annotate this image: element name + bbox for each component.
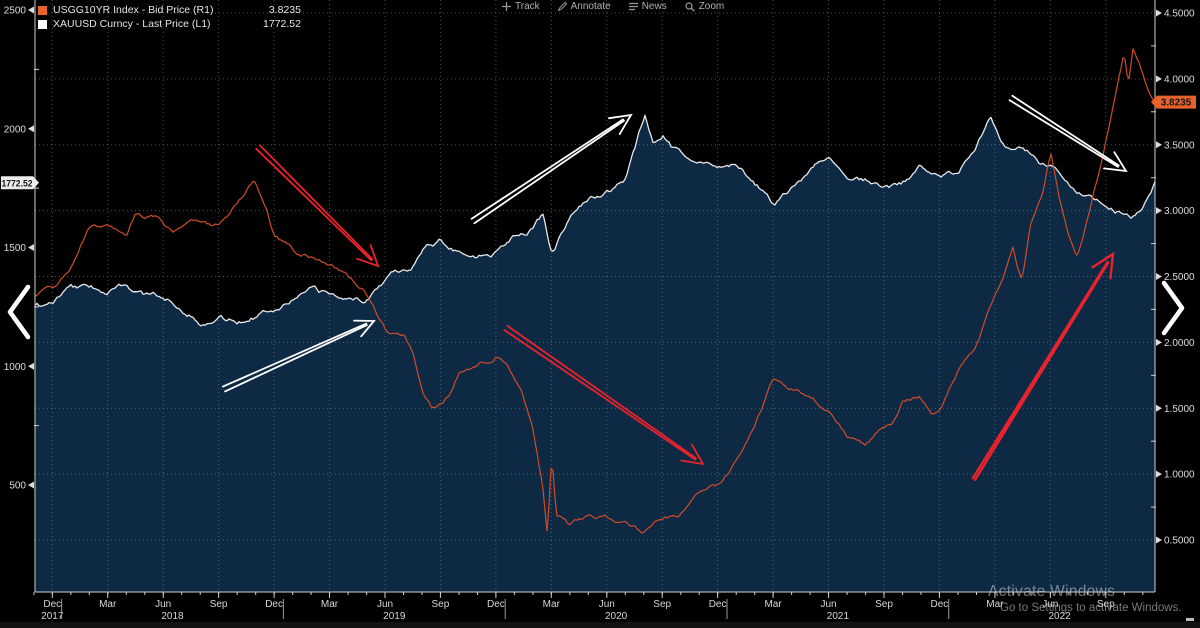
last-price-badges: 3.8235 1772.52 (1, 95, 1196, 190)
zoom-button[interactable]: Zoom (685, 1, 725, 12)
svg-text:Jun: Jun (377, 599, 393, 610)
news-label: News (641, 1, 667, 12)
svg-text:500: 500 (9, 481, 26, 492)
svg-text:Jun: Jun (599, 599, 615, 610)
gold-last-price-badge (1, 176, 39, 190)
svg-text:3.0000: 3.0000 (1164, 206, 1195, 217)
svg-text:Mar: Mar (99, 599, 117, 610)
svg-text:Dec: Dec (709, 599, 727, 610)
svg-text:1772.52: 1772.52 (2, 178, 33, 189)
svg-text:Jun: Jun (155, 599, 171, 610)
svg-text:2500: 2500 (4, 6, 27, 17)
gridlines (35, 0, 1155, 592)
svg-text:3.5000: 3.5000 (1164, 140, 1195, 151)
svg-text:1000: 1000 (4, 362, 27, 373)
series-swatch-usgg10yr (38, 5, 47, 15)
red-down-arrow-2019 (255, 144, 380, 268)
legend-label-xauusd: XAUUSD Curncy - Last Price (L1) (53, 18, 211, 30)
red-down-arrow-2020 (503, 325, 705, 466)
annotate-label: Annotate (570, 1, 611, 12)
yield-last-price-badge (1151, 95, 1196, 109)
scroll-left-button[interactable] (4, 283, 34, 346)
svg-text:2022: 2022 (1048, 611, 1071, 622)
scroll-right-button[interactable] (1158, 279, 1188, 342)
svg-text:Dec: Dec (487, 599, 505, 610)
svg-text:Jun: Jun (820, 599, 836, 610)
news-button[interactable]: News (628, 1, 667, 12)
svg-text:2021: 2021 (827, 611, 850, 622)
white-up-arrow-2019 (222, 319, 376, 393)
svg-text:Sep: Sep (210, 599, 228, 610)
screen-artifact (1186, 618, 1194, 621)
annotate-button[interactable]: Annotate (557, 1, 611, 12)
svg-text:Sep: Sep (653, 599, 671, 610)
svg-text:Mar: Mar (321, 599, 339, 610)
svg-text:2020: 2020 (605, 611, 628, 622)
svg-text:2019: 2019 (383, 611, 406, 622)
white-up-arrow-2020 (470, 113, 633, 225)
zoom-label: Zoom (698, 1, 725, 12)
annotate-icon (557, 2, 567, 11)
x-axis: Dec Mar Jun Sep Dec Mar Jun Sep Dec Mar Jun Sep Dec M… (33, 592, 1144, 622)
svg-text:1.0000: 1.0000 (1164, 470, 1195, 481)
annotation-arrows (222, 94, 1128, 481)
svg-text:Sep: Sep (432, 599, 450, 610)
zoom-icon (685, 1, 695, 12)
svg-text:Sep: Sep (875, 599, 893, 610)
bottom-taskbar-strip (0, 622, 1200, 628)
svg-text:4.5000: 4.5000 (1164, 9, 1195, 20)
chevron-left-icon (7, 284, 31, 340)
svg-text:Dec: Dec (931, 599, 949, 610)
gold-area-fill (35, 115, 1155, 593)
legend-label-usgg10yr: USGG10YR Index - Bid Price (R1) (53, 4, 214, 16)
svg-text:1500: 1500 (4, 243, 27, 254)
svg-text:0.5000: 0.5000 (1164, 536, 1195, 547)
svg-text:Mar: Mar (764, 599, 782, 610)
svg-text:2017: 2017 (41, 611, 64, 622)
track-icon (502, 2, 511, 11)
svg-text:Sep: Sep (1097, 599, 1115, 610)
right-axis: 4.5000 4.0000 3.5000 3.0000 2.5000 2.0000 1.50… (1151, 9, 1195, 547)
track-button[interactable]: Track (502, 1, 540, 12)
series-swatch-xauusd (38, 19, 47, 29)
svg-text:2.5000: 2.5000 (1164, 272, 1195, 283)
legend-item-xauusd[interactable]: XAUUSD Curncy - Last Price (L1) 1772.52 (38, 17, 301, 31)
svg-text:3.8235: 3.8235 (1161, 98, 1192, 109)
svg-text:Dec: Dec (265, 599, 283, 610)
svg-text:2018: 2018 (161, 611, 184, 622)
svg-text:Mar: Mar (543, 599, 561, 610)
yield-line (34, 48, 1156, 534)
chart-legend: USGG10YR Index - Bid Price (R1) 3.8235 X… (38, 3, 301, 31)
track-label: Track (515, 1, 540, 12)
legend-value-usgg10yr: 3.8235 (268, 4, 301, 16)
legend-item-usgg10yr[interactable]: USGG10YR Index - Bid Price (R1) 3.8235 (38, 3, 301, 17)
legend-value-xauusd: 1772.52 (263, 18, 301, 30)
svg-text:Dec: Dec (43, 599, 61, 610)
left-axis: 2500 2000 1500 1000 500 (4, 6, 39, 492)
chevron-right-icon (1161, 280, 1185, 336)
gold-price-line (34, 114, 1156, 327)
red-up-arrow-2022 (971, 251, 1115, 481)
white-down-arrow-2022 (1008, 94, 1128, 173)
svg-text:4.0000: 4.0000 (1164, 74, 1195, 85)
svg-text:2.0000: 2.0000 (1164, 338, 1195, 349)
svg-text:1.5000: 1.5000 (1164, 404, 1195, 415)
svg-text:2000: 2000 (4, 124, 27, 135)
chart-toolbar: Track Annotate News Zoom (502, 0, 724, 13)
svg-text:Jun: Jun (1042, 599, 1058, 610)
svg-text:Mar: Mar (986, 599, 1004, 610)
news-icon (628, 2, 638, 11)
